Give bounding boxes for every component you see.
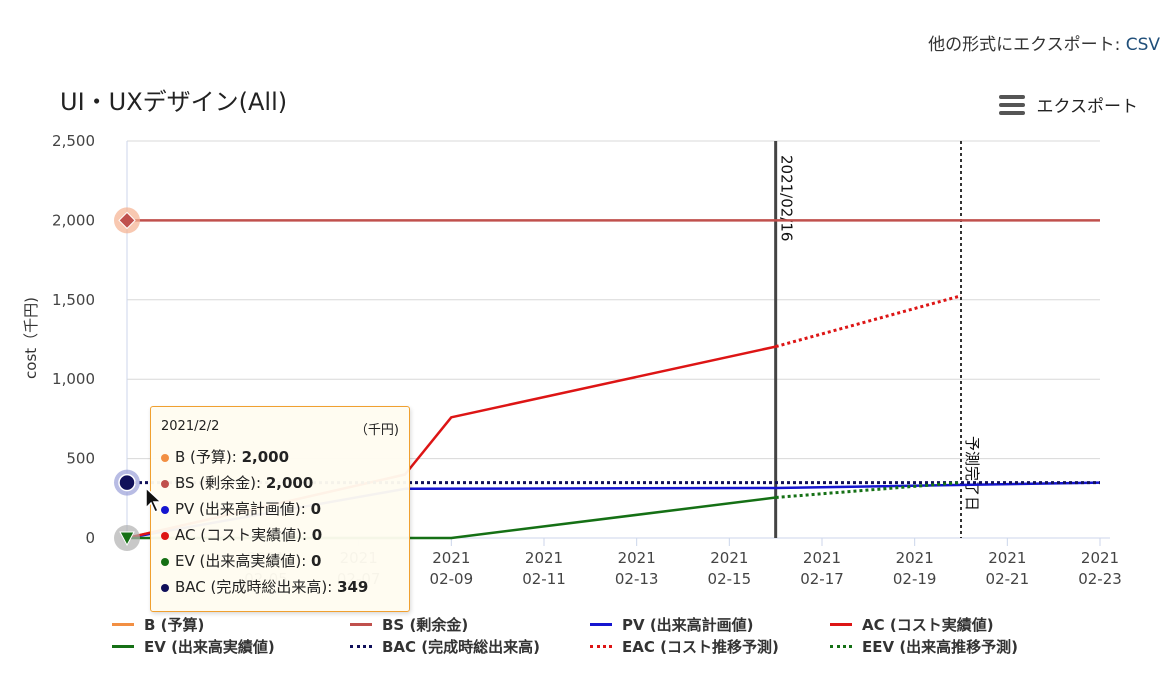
y-tick-label: 0 [85,529,95,547]
tooltip-row: BS (剰余金): 2,000 [161,470,399,496]
legend-item[interactable]: BS (剰余金) [350,614,468,635]
tooltip-value: 0 [310,500,322,518]
x-tick-label: 02-13 [615,570,659,588]
series-line [775,481,962,499]
tooltip-row: PV (出来高計画値): 0 [161,496,399,522]
tooltip: 2021/2/2 （千円) B (予算): 2,000 BS (剰余金): 2,0… [150,406,410,612]
tooltip-value: 0 [311,552,322,570]
x-tick-label: 02-23 [1078,570,1122,588]
y-tick-label: 2,500 [52,132,95,150]
bs-marker [118,211,136,230]
x-tick-label: 2021 [710,549,748,567]
x-tick-label: 2021 [896,549,934,567]
export-menu-button[interactable]: エクスポート [998,92,1139,117]
tooltip-label: BS (剰余金): [175,474,266,492]
tooltip-label: B (予算): [175,448,242,466]
x-tick-label: 02-17 [800,570,844,588]
csv-export-link[interactable]: CSV [1125,35,1160,55]
x-tick-label: 2021 [988,549,1026,567]
y-tick-label: 500 [66,450,95,468]
tooltip-label: BAC (完成時総出来高): [175,578,338,596]
chart-title: UI・UXデザイン(All) [60,88,288,116]
tooltip-value: 2,000 [265,474,314,492]
x-tick-label: 02-19 [893,570,937,588]
hamburger-menu-icon [998,94,1025,115]
tooltip-row: AC (コスト実績値): 0 [161,522,399,548]
legend-swatch [112,645,134,648]
x-tick-label: 2021 [803,549,841,567]
tooltip-label: PV (出来高計画値): [175,500,311,518]
x-tick-label: 2021 [1081,549,1119,567]
tooltip-value: 0 [311,526,323,544]
legend-item[interactable]: B (予算) [112,614,204,635]
x-tick-label: 02-11 [522,570,566,588]
legend-label: BS (剰余金) [382,616,469,634]
export-menu-label: エクスポート [1036,97,1139,117]
legend-label: AC (コスト実績値) [862,616,994,634]
y-axis-label: cost（千円) [22,297,40,379]
tooltip-unit: （千円) [354,423,399,438]
tooltip-row: B (予算): 2,000 [161,444,399,470]
series-dot-icon [161,531,169,540]
export-links: 他の形式にエクスポート: CSV [928,30,1160,55]
plot-line-label: 2021/02/16 [778,155,796,241]
x-tick-label: 02-09 [430,570,474,588]
legend-swatch [350,623,372,626]
series-dot-icon [161,557,169,566]
legend-swatch [590,623,612,626]
tooltip-label: AC (コスト実績値): [175,526,312,544]
x-tick-label: 02-21 [986,570,1030,588]
series-dot-icon [161,505,169,514]
y-tick-label: 1,500 [52,291,95,309]
tooltip-date: 2021/2/2 [161,419,220,434]
mouse-cursor-icon [145,486,163,514]
legend-item[interactable]: EV (出来高実績値) [112,636,275,657]
y-tick-label: 1,000 [52,370,95,388]
x-tick-label: 2021 [432,549,470,567]
legend-swatch [590,645,612,648]
legend-label: EAC (コスト推移予測) [622,638,779,656]
legend-swatch [112,623,134,626]
x-tick-label: 2021 [525,549,563,567]
legend-label: EEV (出来高推移予測) [862,638,1019,656]
export-label: 他の形式にエクスポート: [928,35,1121,55]
tooltip-row: BAC (完成時総出来高): 349 [161,574,399,600]
legend-label: EV (出来高実績値) [144,638,275,656]
legend-item[interactable]: EAC (コスト推移予測) [590,636,779,657]
bac-marker [118,473,136,492]
legend-label: B (予算) [144,616,205,634]
legend-item[interactable]: EEV (出来高推移予測) [830,636,1018,657]
legend-swatch [830,645,852,648]
legend-item[interactable]: AC (コスト実績値) [830,614,994,635]
tooltip-value: 2,000 [241,448,290,466]
series-dot-icon [161,479,169,488]
legend-swatch [830,623,852,626]
x-tick-label: 02-15 [708,570,752,588]
series-dot-icon [161,583,169,592]
y-tick-label: 2,000 [52,211,95,229]
tooltip-value: 349 [337,578,369,596]
legend-item[interactable]: PV (出来高計画値) [590,614,754,635]
ev-marker [119,531,135,547]
tooltip-label: EV (出来高実績値): [175,552,312,570]
legend-swatch [350,645,372,648]
x-tick-label: 2021 [618,549,656,567]
hover-markers [114,207,140,551]
legend-label: PV (出来高計画値) [622,616,754,634]
plot-line-label: 予測完了日 [963,436,981,511]
series-line [775,294,962,349]
legend-item[interactable]: BAC (完成時総出来高) [350,636,540,657]
series-dot-icon [161,453,169,462]
legend-label: BAC (完成時総出来高) [382,638,540,656]
tooltip-row: EV (出来高実績値): 0 [161,548,399,574]
